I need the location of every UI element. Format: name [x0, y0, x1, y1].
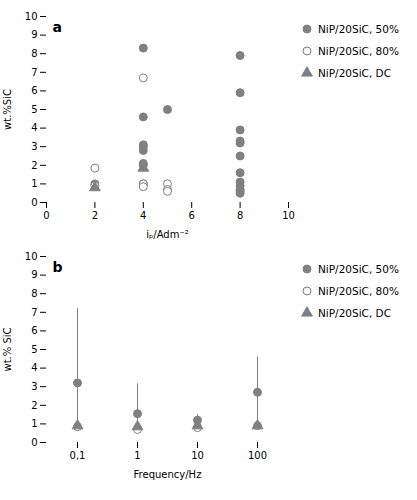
svg-text:7: 7 [31, 307, 37, 318]
svg-text:2: 2 [92, 210, 98, 221]
html-text:NiP/20SiC, 80%: NiP/20SiC, 80% [318, 45, 399, 57]
html-text:NiP/20SiC, 50%: NiP/20SiC, 50% [318, 23, 399, 35]
svg-text:wt.%SiC: wt.%SiC [2, 89, 13, 130]
svg-text:5: 5 [31, 104, 37, 115]
svg-text:100: 100 [248, 450, 267, 461]
svg-text:4: 4 [31, 362, 37, 373]
svg-text:0: 0 [31, 197, 37, 208]
svg-text:2: 2 [31, 160, 37, 171]
svg-text:8: 8 [31, 288, 37, 299]
html-text:NiP/20SiC, 80%: NiP/20SiC, 80% [318, 285, 399, 297]
svg-text:b: b [53, 259, 63, 275]
html-text:NiP/20SiC, 50%: NiP/20SiC, 50% [318, 263, 399, 275]
svg-text:6: 6 [189, 210, 195, 221]
svg-text:4: 4 [140, 210, 146, 221]
svg-text:2: 2 [31, 400, 37, 411]
svg-text:iₚ/Adm⁻²: iₚ/Adm⁻² [146, 229, 188, 240]
svg-text:0,1: 0,1 [70, 450, 86, 461]
svg-text:6: 6 [31, 325, 37, 336]
svg-text:3: 3 [31, 141, 37, 152]
svg-text:10: 10 [282, 210, 295, 221]
html-text:NiP/20SiC, DC: NiP/20SiC, DC [318, 67, 391, 79]
svg-text:10: 10 [191, 450, 204, 461]
svg-text:9: 9 [31, 29, 37, 40]
html-text:NiP/20SiC, DC: NiP/20SiC, DC [318, 307, 391, 319]
svg-text:10: 10 [25, 11, 38, 22]
svg-text:0: 0 [43, 210, 49, 221]
svg-text:Frequency/Hz: Frequency/Hz [134, 469, 202, 480]
svg-text:0: 0 [31, 437, 37, 448]
svg-text:8: 8 [31, 48, 37, 59]
svg-text:6: 6 [31, 85, 37, 96]
svg-text:1: 1 [31, 418, 37, 429]
svg-text:1: 1 [134, 450, 140, 461]
svg-text:7: 7 [31, 67, 37, 78]
svg-text:4: 4 [31, 122, 37, 133]
svg-text:9: 9 [31, 269, 37, 280]
svg-text:wt.% SiC: wt.% SiC [2, 327, 13, 371]
svg-text:3: 3 [31, 381, 37, 392]
svg-text:1: 1 [31, 178, 37, 189]
svg-text:10: 10 [25, 251, 38, 262]
svg-text:8: 8 [237, 210, 243, 221]
svg-text:5: 5 [31, 344, 37, 355]
svg-text:a: a [53, 19, 62, 35]
